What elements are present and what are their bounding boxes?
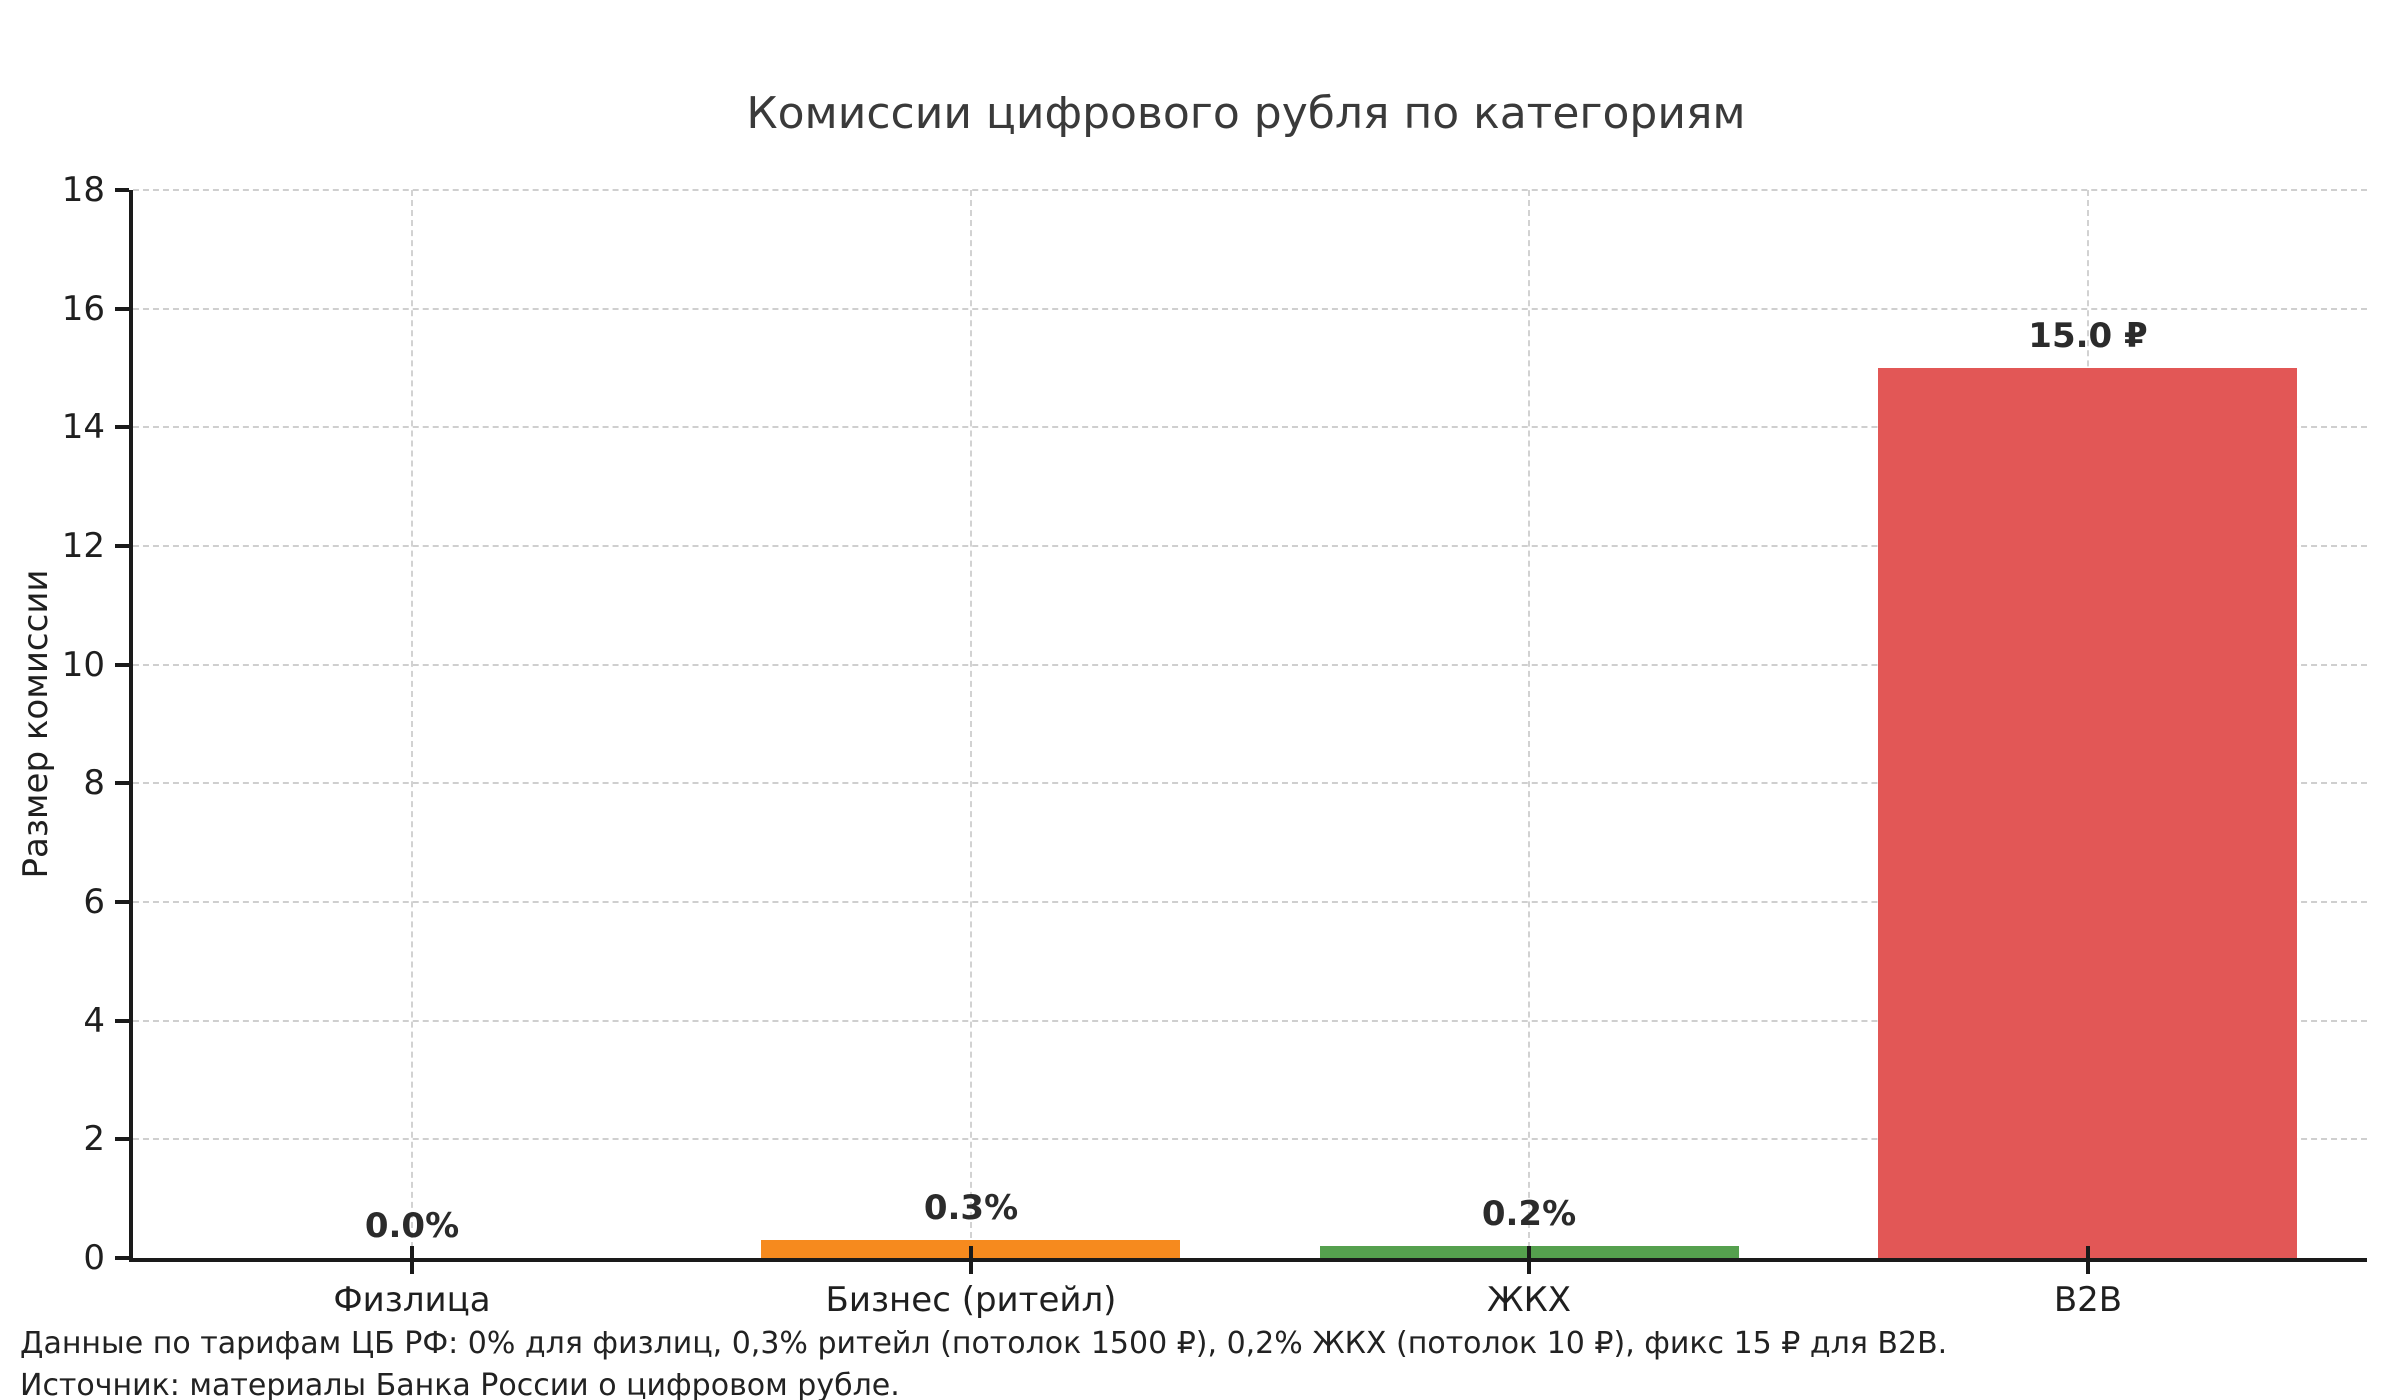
y-gridline — [133, 307, 2367, 310]
y-tick-mark — [115, 781, 129, 786]
y-tick-mark — [115, 188, 129, 192]
x-tick-mark — [969, 1262, 973, 1274]
x-tick-mark — [2086, 1262, 2090, 1274]
plot-area: 0 2 4 6 8 10 12 14 16 18 Физлица 0.0% Бизнес (ритейл… — [62, 170, 2367, 1320]
x-tick-mark — [1527, 1262, 1531, 1274]
y-tick-label: 18 — [61, 170, 105, 210]
y-gridline — [133, 545, 2367, 547]
y-tick-label: 2 — [83, 1119, 105, 1160]
y-tick-label: 0 — [83, 1238, 105, 1278]
y-gridline — [133, 1138, 2367, 1141]
y-tick-label: 4 — [83, 1000, 105, 1041]
chart-title: Комиссии цифрового рубля по категориям — [746, 88, 1746, 139]
x-gridline — [1528, 190, 1530, 1258]
x-tick-mark-inner — [1527, 1246, 1531, 1258]
x-tick-label: Физлица — [333, 1280, 491, 1320]
x-tick-label: Бизнес (ритейл) — [825, 1280, 1117, 1320]
x-gridline — [970, 190, 972, 1258]
y-tick-label: 10 — [61, 644, 105, 685]
bar-value-label: 0.2% — [1481, 1194, 1577, 1234]
bar-value-label: 15.0 ₽ — [2028, 316, 2148, 356]
y-tick-mark — [115, 306, 129, 311]
y-tick-label: 12 — [61, 526, 105, 566]
y-tick-mark — [115, 544, 129, 548]
bar-value-label: 0.0% — [364, 1206, 460, 1246]
y-gridline — [133, 426, 2367, 429]
y-tick-mark — [115, 900, 129, 904]
x-tick-label: B2B — [2053, 1280, 2123, 1320]
footnote-source: Источник: материалы Банка России о цифро… — [20, 1368, 900, 1400]
y-gridline — [133, 189, 2367, 191]
y-gridline — [133, 1019, 2367, 1022]
x-tick-mark-inner — [969, 1246, 973, 1258]
footnote-data: Данные по тарифам ЦБ РФ: 0% для физлиц, … — [20, 1326, 1948, 1361]
y-axis-title: Размер комиссии — [16, 569, 56, 879]
x-tick-label: ЖКХ — [1486, 1280, 1572, 1320]
y-tick-label: 6 — [83, 882, 105, 922]
bar-B2B — [1878, 368, 2297, 1258]
y-tick-mark — [115, 1256, 129, 1260]
y-tick-mark — [115, 662, 129, 667]
y-tick-mark — [115, 425, 129, 430]
y-gridline — [133, 901, 2367, 903]
x-tick-mark-inner — [2086, 1246, 2090, 1258]
x-tick-mark — [410, 1262, 414, 1274]
y-tick-label: 16 — [61, 288, 105, 329]
y-tick-label: 14 — [61, 407, 105, 448]
bar-value-label: 0.3% — [923, 1188, 1019, 1228]
y-gridline — [133, 782, 2367, 785]
y-gridline — [133, 663, 2367, 666]
y-tick-mark — [115, 1018, 129, 1023]
x-tick-mark-inner — [410, 1246, 414, 1258]
y-tick-mark — [115, 1137, 129, 1142]
x-gridline — [411, 190, 413, 1258]
y-tick-label: 8 — [83, 763, 105, 804]
